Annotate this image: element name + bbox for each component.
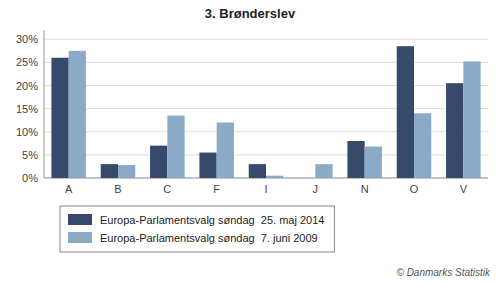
y-tick-label: 15% (16, 103, 38, 115)
y-axis-line (44, 30, 45, 178)
legend-swatch (68, 214, 92, 225)
legend: Europa-Parlamentsvalg søndag 25. maj 201… (60, 206, 334, 252)
y-tick-label: 20% (16, 80, 38, 92)
annotation: © Danmarks Statistik (396, 267, 491, 278)
x-tick-label: N (361, 183, 369, 195)
legend-swatch (68, 232, 92, 243)
bar (414, 113, 431, 178)
legend-label: Europa-Parlamentsvalg søndag 25. maj 201… (100, 214, 324, 226)
bar (397, 46, 414, 178)
bar (249, 164, 266, 178)
x-tick-label: J (313, 183, 319, 195)
bar (347, 141, 364, 178)
y-tick-label: 0% (22, 172, 38, 184)
x-tick-label: V (460, 183, 468, 195)
grid-line (44, 108, 488, 109)
bars (51, 46, 480, 178)
chart-title: 3. Brønderslev (205, 6, 296, 21)
chart-container: 3. Brønderslev 0% 5% 10% 15% 20% 25% 30% A B C F I J N… (0, 0, 500, 282)
bar (298, 178, 315, 179)
bar (101, 164, 118, 178)
bar (167, 116, 184, 178)
x-tick-label: I (264, 183, 267, 195)
x-tick-label: B (114, 183, 121, 195)
y-tick-label: 25% (16, 56, 38, 68)
bar (199, 153, 216, 178)
bar (118, 165, 135, 178)
x-tick-label: O (410, 183, 419, 195)
grid-line (44, 85, 488, 86)
bar (150, 146, 167, 178)
bar (217, 123, 234, 179)
x-tick-label: F (213, 183, 220, 195)
bar (315, 164, 332, 178)
bar (266, 176, 283, 178)
bar (446, 83, 463, 178)
legend-frame (60, 206, 334, 252)
bar (51, 58, 68, 178)
grid (44, 39, 488, 178)
legend-label: Europa-Parlamentsvalg søndag 7. juni 200… (100, 232, 318, 244)
x-tick-label: A (65, 183, 73, 195)
bar (69, 51, 86, 178)
y-tick-label: 10% (16, 126, 38, 138)
y-tick-label: 5% (22, 149, 38, 161)
grid-line (44, 62, 488, 63)
bar (365, 147, 382, 178)
chart-svg: 3. Brønderslev 0% 5% 10% 15% 20% 25% 30% A B C F I J N… (0, 0, 500, 282)
bar (463, 61, 480, 178)
y-tick-label: 30% (16, 33, 38, 45)
grid-line (44, 39, 488, 40)
x-tick-label: C (163, 183, 171, 195)
